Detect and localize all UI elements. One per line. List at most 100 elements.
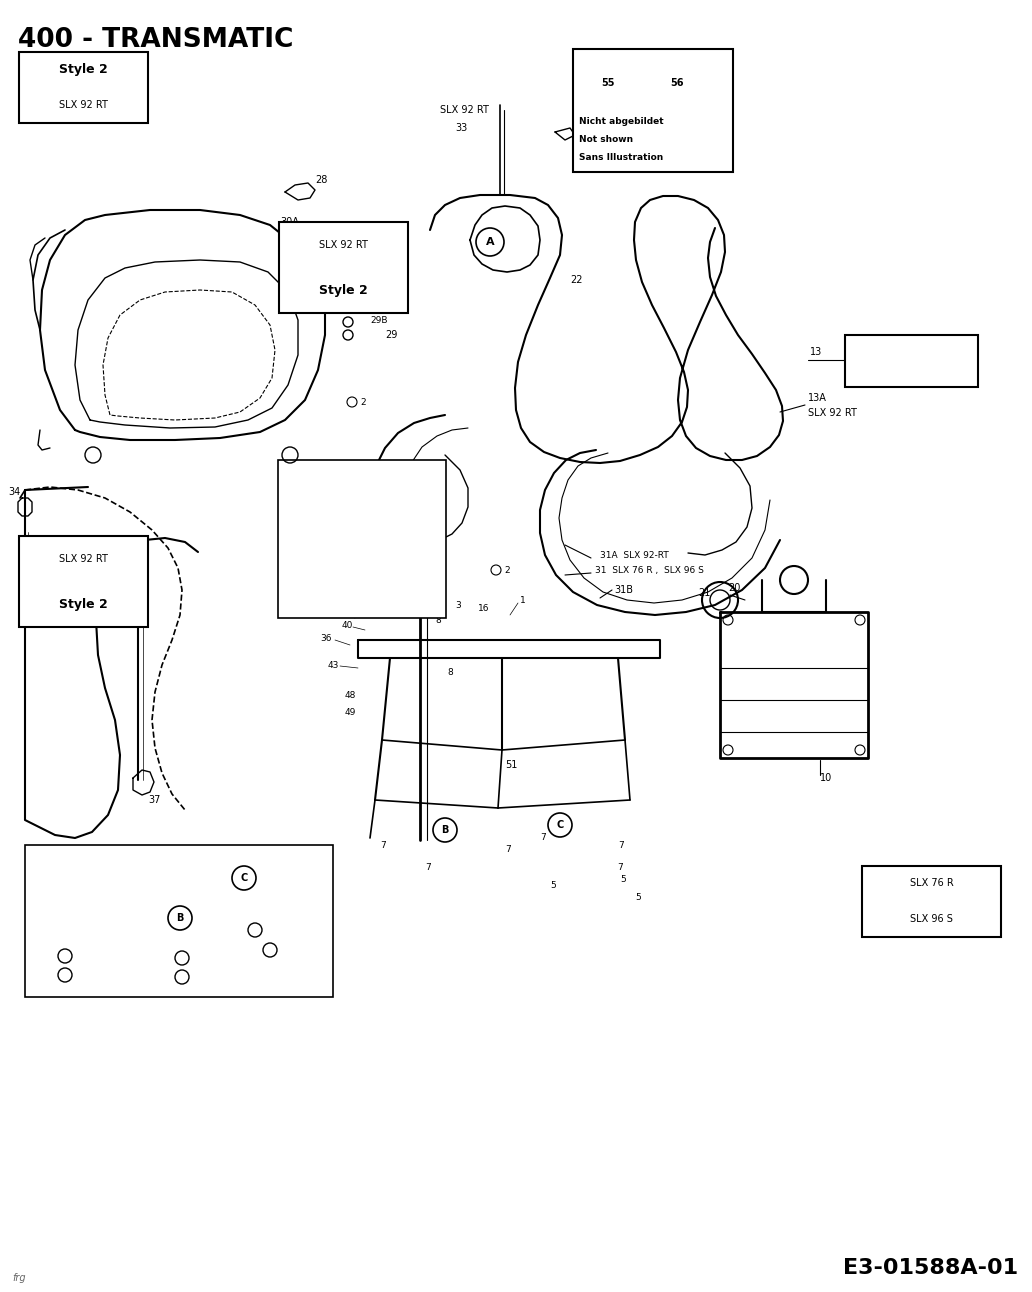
Bar	[862, 866, 1001, 937]
Text: 39: 39	[150, 853, 162, 863]
Text: SLX 92 RT: SLX 92 RT	[319, 240, 367, 249]
Text: 29: 29	[385, 329, 397, 340]
Text: 50: 50	[50, 866, 62, 875]
Text: 30: 30	[362, 233, 375, 243]
Text: SLX 76 R: SLX 76 R	[909, 879, 954, 889]
Circle shape	[592, 72, 604, 84]
Bar	[25, 845, 333, 997]
Circle shape	[663, 70, 690, 97]
Text: 56: 56	[670, 79, 683, 88]
Circle shape	[594, 70, 622, 97]
Circle shape	[43, 543, 67, 567]
Text: 7: 7	[617, 863, 622, 872]
Text: C: C	[240, 873, 248, 882]
Circle shape	[168, 906, 192, 930]
Text: 5: 5	[620, 876, 625, 885]
Text: 31  SLX 76 R ,  SLX 96 S: 31 SLX 76 R , SLX 96 S	[595, 566, 704, 575]
Text: 24: 24	[685, 112, 698, 123]
Text: 40: 40	[342, 620, 353, 629]
Text: 46: 46	[330, 523, 343, 534]
Text: 8: 8	[436, 615, 441, 624]
Text: 400 - TRANSMATIC: 400 - TRANSMATIC	[18, 27, 293, 53]
Text: 5: 5	[550, 881, 556, 889]
Text: 13: 13	[810, 348, 823, 357]
Text: 22: 22	[570, 275, 582, 286]
Text: 7: 7	[425, 863, 430, 872]
Text: SLX 96 S: SLX 96 S	[910, 913, 953, 924]
Circle shape	[476, 227, 504, 256]
Text: Nicht abgebildet: Nicht abgebildet	[579, 116, 664, 125]
Text: Style 2: Style 2	[319, 283, 367, 297]
Bar	[845, 335, 978, 388]
Text: 37: 37	[148, 795, 160, 805]
Text: 43: 43	[328, 660, 340, 669]
Text: 48: 48	[78, 941, 90, 950]
Text: 36: 36	[320, 633, 331, 642]
Text: 55: 55	[602, 79, 615, 88]
Text: 28: 28	[315, 174, 327, 185]
Text: E3-01588A-01: E3-01588A-01	[843, 1258, 1018, 1278]
Text: 44: 44	[335, 465, 347, 475]
Text: 7: 7	[540, 833, 546, 842]
Text: 29A: 29A	[370, 301, 387, 310]
Text: 33: 33	[455, 123, 467, 133]
Text: 16: 16	[478, 603, 489, 612]
Text: 50: 50	[50, 890, 62, 901]
Text: 54: 54	[282, 901, 294, 910]
Text: SLX 92 RT: SLX 92 RT	[440, 105, 489, 115]
Text: 31B: 31B	[614, 585, 633, 596]
Text: 5: 5	[635, 894, 641, 903]
Text: Style 2: Style 2	[59, 63, 107, 76]
Text: 3: 3	[455, 601, 460, 610]
Text: 48: 48	[78, 957, 90, 966]
Bar	[573, 49, 733, 172]
Text: C: C	[556, 820, 563, 829]
Text: 23: 23	[720, 105, 733, 115]
Text: 52: 52	[270, 867, 283, 877]
Text: frg: frg	[12, 1273, 26, 1283]
Text: 1: 1	[520, 596, 525, 605]
Text: Not shown: Not shown	[579, 134, 633, 143]
Text: 45: 45	[332, 503, 345, 513]
Text: 34: 34	[8, 487, 21, 497]
Text: Style 2: Style 2	[35, 964, 84, 977]
Text: 53: 53	[280, 882, 292, 893]
Text: 20: 20	[728, 583, 740, 593]
Circle shape	[548, 813, 572, 837]
Text: 31A  SLX 92-RT: 31A SLX 92-RT	[600, 550, 669, 559]
Text: SLX 92 RT: SLX 92 RT	[35, 983, 84, 994]
Text: B: B	[176, 913, 184, 922]
Text: 49: 49	[178, 943, 190, 952]
Text: SLX 96 S: SLX 96 S	[850, 366, 905, 375]
Text: 2: 2	[504, 566, 510, 575]
Text: Sans Illustration: Sans Illustration	[579, 152, 663, 162]
Text: 7: 7	[505, 845, 511, 854]
Text: 51: 51	[505, 760, 517, 770]
Text: 21: 21	[698, 588, 710, 598]
Text: 42: 42	[362, 465, 375, 475]
Text: 35: 35	[25, 540, 37, 550]
Bar	[19, 52, 148, 123]
Text: SLX 92 RT: SLX 92 RT	[59, 554, 107, 563]
Text: 2: 2	[360, 398, 365, 407]
Text: 32: 32	[348, 275, 360, 286]
Bar	[278, 460, 446, 618]
Text: SLX 92 RT: SLX 92 RT	[808, 408, 857, 419]
Text: Style 2: Style 2	[59, 597, 107, 611]
Text: 47: 47	[333, 606, 345, 615]
Text: A: A	[486, 236, 494, 247]
Text: SLX 76 R: SLX 76 R	[850, 342, 905, 353]
Text: 25: 25	[610, 68, 622, 78]
Bar	[19, 536, 148, 627]
Circle shape	[232, 866, 256, 890]
Text: B: B	[442, 826, 449, 835]
Text: 26: 26	[576, 118, 588, 127]
Text: 48: 48	[345, 690, 356, 699]
Text: 7: 7	[618, 841, 623, 850]
Text: 38: 38	[95, 901, 107, 910]
Text: 7: 7	[380, 841, 386, 850]
Text: A: A	[52, 550, 59, 559]
Text: 10: 10	[820, 773, 832, 783]
Circle shape	[433, 818, 457, 842]
Text: 41: 41	[330, 484, 343, 495]
